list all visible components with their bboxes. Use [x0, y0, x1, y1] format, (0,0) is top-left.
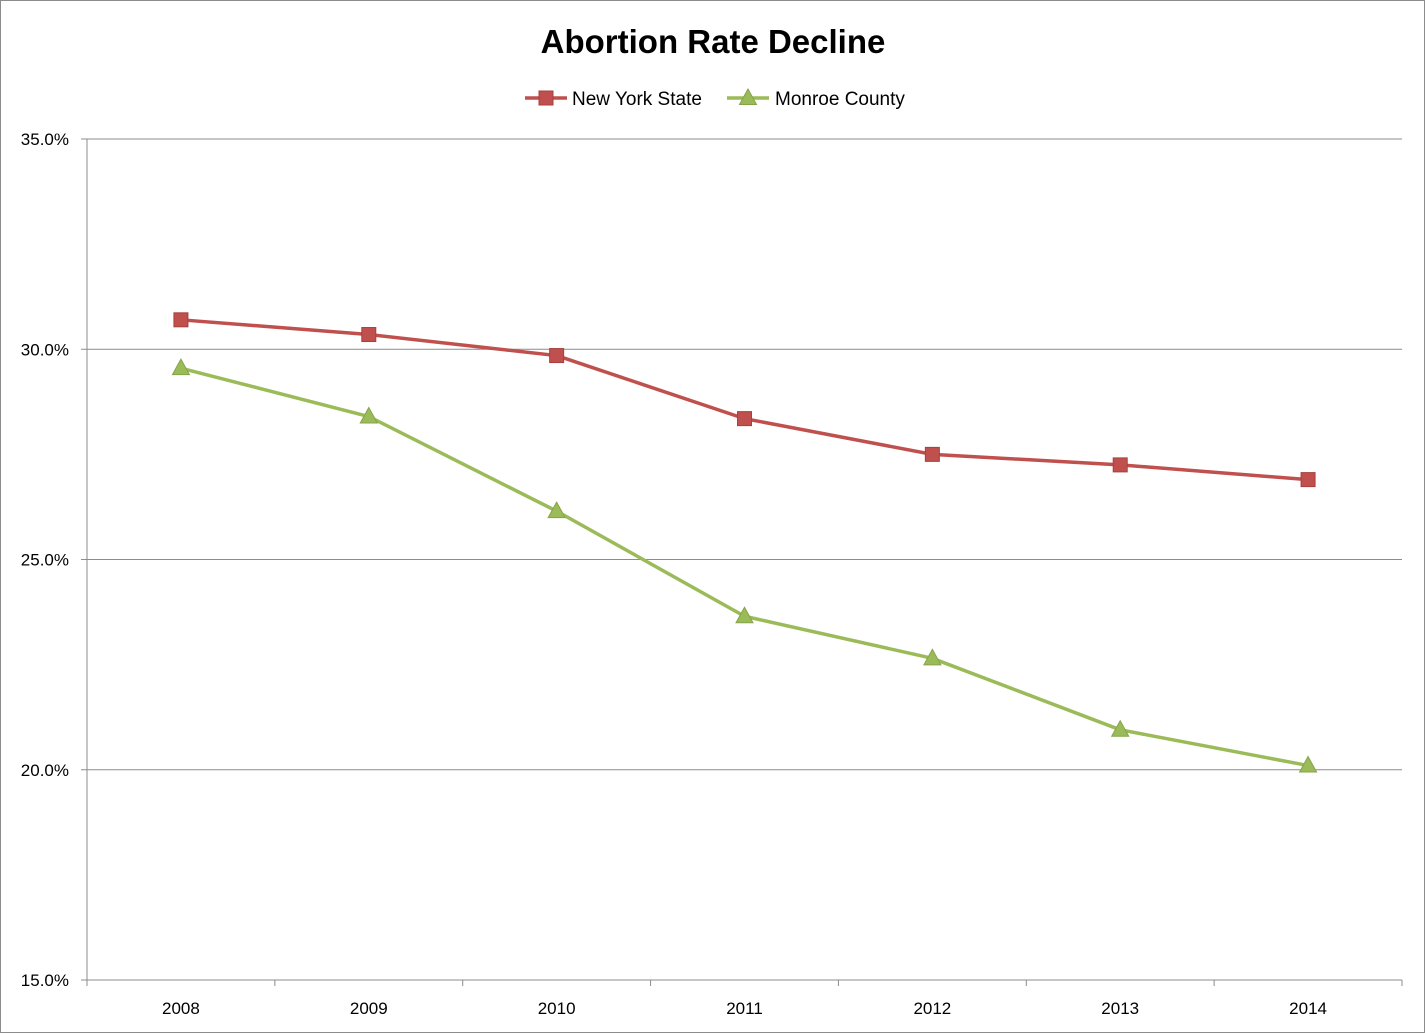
- data-point-monroe-county: [547, 501, 566, 519]
- data-point-new-york-state: [361, 327, 377, 343]
- data-point-new-york-state: [549, 348, 565, 364]
- data-point-new-york-state: [924, 446, 940, 462]
- data-point-new-york-state: [173, 312, 189, 328]
- legend-marker: [738, 87, 758, 105]
- data-point-monroe-county: [735, 606, 754, 624]
- legend-label: Monroe County: [775, 89, 905, 110]
- data-point-new-york-state: [1300, 472, 1316, 488]
- legend-item-new-york-state: New York State: [525, 89, 702, 110]
- x-tick-label: 2013: [1101, 999, 1139, 1018]
- data-point-monroe-county: [359, 406, 379, 424]
- legend-item-monroe-county: Monroe County: [727, 87, 905, 110]
- legend-label: New York State: [572, 89, 702, 110]
- data-point-monroe-county: [1298, 755, 1318, 773]
- x-tick-label: 2014: [1289, 999, 1327, 1018]
- data-point-monroe-county: [171, 358, 191, 376]
- y-tick-label: 25.0%: [21, 551, 69, 570]
- data-point-monroe-county: [1110, 719, 1130, 737]
- legend-marker: [538, 90, 554, 106]
- x-tick-label: 2011: [726, 999, 763, 1018]
- y-tick-label: 30.0%: [21, 340, 69, 359]
- data-point-monroe-county: [923, 648, 942, 666]
- x-tick-label: 2012: [913, 999, 951, 1018]
- series-line-monroe-county: [180, 366, 1309, 768]
- y-tick-label: 20.0%: [21, 761, 69, 780]
- y-tick-label: 15.0%: [21, 971, 69, 990]
- series-layer: [171, 312, 1318, 773]
- axes: [81, 138, 1403, 986]
- y-axis-tick-labels: 15.0% 20.0% 25.0% 30.0% 35.0%: [21, 130, 69, 990]
- legend: New York State Monroe County: [525, 87, 905, 110]
- x-axis-tick-labels: 2008 2009 2010 2011 2012 2013 2014: [162, 999, 1327, 1018]
- y-tick-label: 35.0%: [21, 130, 69, 149]
- series-monroe-county: [171, 358, 1318, 773]
- x-tick-label: 2009: [350, 999, 388, 1018]
- x-tick-label: 2008: [162, 999, 200, 1018]
- gridlines: [87, 138, 1402, 771]
- series-new-york-state: [173, 312, 1316, 488]
- data-point-new-york-state: [1112, 457, 1128, 473]
- series-line-new-york-state: [180, 318, 1309, 482]
- x-tick-label: 2010: [538, 999, 576, 1018]
- chart-title: Abortion Rate Decline: [541, 23, 886, 60]
- data-point-new-york-state: [737, 411, 752, 427]
